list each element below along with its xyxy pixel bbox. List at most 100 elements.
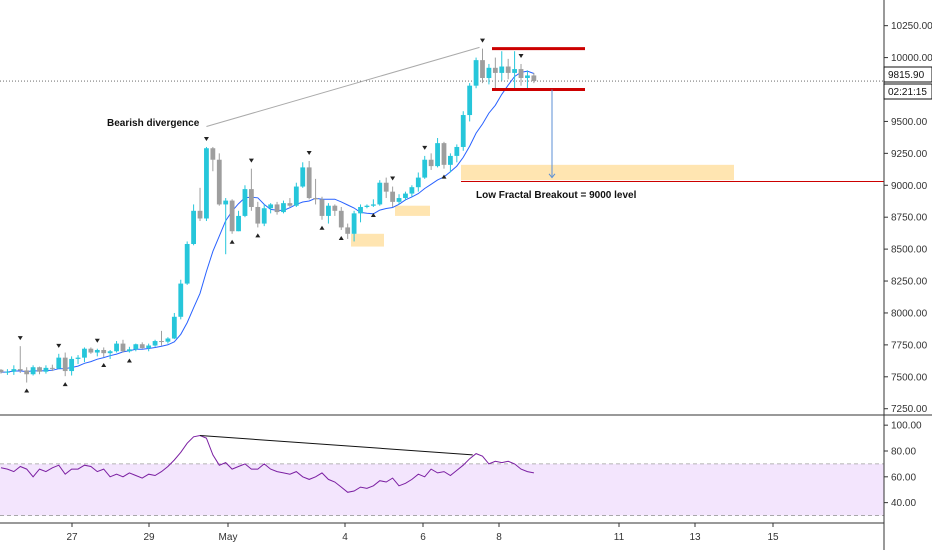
candle-body	[499, 66, 505, 73]
candle-body	[152, 341, 158, 346]
fractal-up-marker	[518, 53, 524, 58]
candle-body	[5, 371, 10, 373]
countdown-tag	[883, 83, 932, 100]
price-tick-label: 7500.00	[891, 372, 928, 383]
candle-body	[268, 204, 274, 209]
candle-body	[82, 348, 87, 358]
fractal-up-marker	[17, 336, 23, 341]
candle-body	[313, 198, 318, 200]
candle-body	[460, 115, 466, 147]
candle-body	[229, 200, 235, 232]
rsi-tick-label: 100.00	[891, 421, 922, 432]
candle-body	[242, 189, 248, 216]
candle-body	[422, 159, 428, 178]
fractal-down-marker	[229, 239, 235, 244]
candle-body	[396, 198, 402, 202]
candle-body	[178, 283, 184, 317]
time-tick-label: 11	[614, 532, 625, 543]
price-tick-label: 9250.00	[891, 149, 928, 160]
candle-body	[17, 369, 23, 371]
candle-body	[306, 167, 312, 199]
price-tick-label: 8750.00	[891, 213, 928, 224]
time-tick-label: 29	[143, 532, 155, 543]
candle-body	[435, 143, 440, 167]
price-tick-label: 8000.00	[891, 308, 928, 319]
candle-body	[11, 369, 17, 372]
price-divergence-line	[206, 46, 480, 128]
fractal-up-marker	[306, 151, 312, 156]
candle-body	[293, 186, 299, 206]
candle-body	[216, 159, 222, 205]
candle-body	[332, 205, 338, 211]
fractal-up-marker	[422, 145, 428, 150]
projection-arrow-head	[548, 173, 556, 179]
candle-body	[114, 343, 119, 352]
candle-body	[165, 338, 171, 342]
fractal-down-marker	[101, 363, 107, 368]
rsi-tick-label: 60.00	[891, 472, 916, 483]
candle-body	[326, 205, 331, 216]
candle-body	[49, 367, 55, 369]
candle-body	[370, 204, 376, 206]
candle-body	[43, 367, 49, 372]
candle-body	[274, 204, 280, 213]
candle-body	[261, 208, 267, 224]
candle-body	[88, 348, 94, 353]
price-tags: 9815.90 02:21:15	[883, 66, 932, 100]
candle-body	[287, 203, 293, 206]
candle-body	[467, 85, 473, 116]
candle-body	[492, 67, 498, 73]
candle-body	[390, 191, 396, 202]
fractal-down-marker	[62, 382, 68, 387]
time-tick-label: 27	[66, 532, 78, 543]
bearish-divergence-label: Bearish divergence	[107, 118, 200, 129]
time-tick-label: 13	[689, 532, 701, 543]
candle-body	[358, 206, 363, 214]
price-tick-label: 10000.00	[891, 53, 932, 64]
candle-body	[409, 187, 415, 194]
candle-body	[159, 341, 164, 343]
price-tick-label: 9000.00	[891, 181, 928, 192]
candle-body	[525, 75, 530, 79]
candle-body	[37, 367, 42, 372]
candle-body	[531, 75, 537, 82]
price-tick-label: 9500.00	[891, 117, 928, 128]
demand-zone	[351, 233, 384, 247]
candle-body	[30, 367, 36, 375]
rsi-pane[interactable]	[0, 434, 884, 516]
annotation-labels: Bearish divergence Low Fractal Breakout …	[107, 118, 637, 201]
time-tick-label: 8	[496, 532, 502, 543]
price-tick-label: 7250.00	[891, 404, 928, 415]
countdown-value: 02:21:15	[888, 87, 927, 98]
candle-body	[75, 357, 81, 359]
candle-body	[300, 167, 306, 187]
candle-body	[127, 349, 132, 352]
low-fractal-label: Low Fractal Breakout = 9000 level	[476, 190, 637, 201]
fractal-up-marker	[390, 176, 396, 181]
candle-body	[62, 357, 68, 372]
candle-body	[0, 369, 4, 373]
candle-body	[345, 227, 351, 234]
candle-body	[146, 345, 152, 349]
fractal-down-marker	[126, 358, 132, 363]
candle-body	[480, 60, 485, 79]
candle-body	[191, 210, 196, 245]
fractal-down-marker	[319, 225, 325, 230]
candle-body	[133, 344, 139, 350]
fractal-up-marker	[56, 343, 62, 348]
candle-body	[24, 370, 30, 375]
candle-body	[364, 205, 370, 207]
fractal-up-marker	[203, 136, 209, 141]
fractal-down-marker	[370, 212, 376, 217]
candle-body	[56, 357, 62, 369]
candle-body	[120, 343, 126, 352]
price-pane[interactable]	[0, 38, 884, 393]
candle-body	[236, 215, 241, 232]
candle-body	[319, 199, 325, 216]
candle-body	[403, 193, 408, 199]
candle-body	[518, 69, 524, 79]
price-tick-label: 10250.00	[891, 21, 932, 32]
candle-body	[69, 358, 75, 372]
candle-body	[383, 182, 389, 192]
